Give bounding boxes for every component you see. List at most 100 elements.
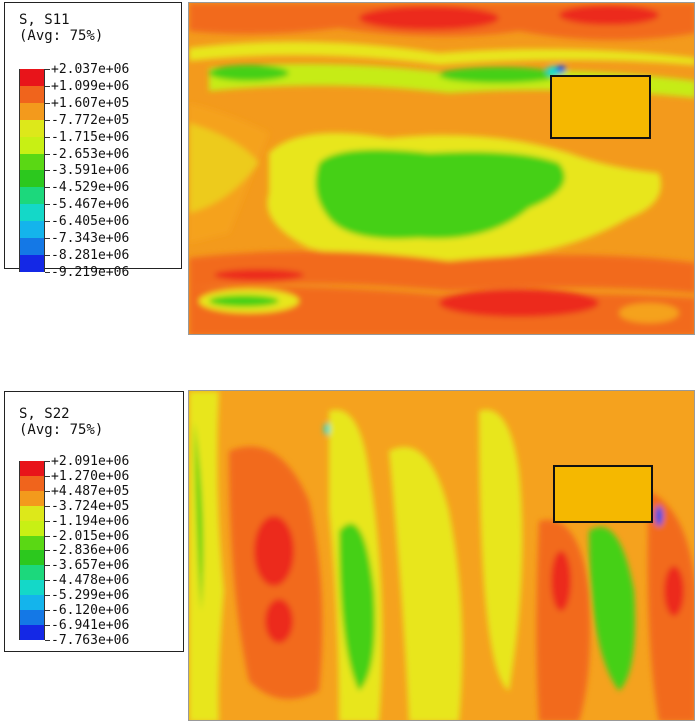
legend-s11: S, S11 (Avg: 75%) +2.037e+06 +1.099e+06 +1… xyxy=(4,2,182,279)
s11-bottom-orange xyxy=(619,303,679,323)
legend-swatch xyxy=(19,595,45,611)
legend-tick xyxy=(45,221,50,223)
legend-swatch xyxy=(19,69,45,86)
s22-left-green xyxy=(194,421,203,611)
legend-label: +4.487e+05 xyxy=(51,483,130,499)
contour-s11-svg xyxy=(189,3,694,334)
legend-tick xyxy=(45,85,50,87)
s11-blue-spot xyxy=(556,65,566,73)
legend-tick xyxy=(45,136,50,138)
legend-tick xyxy=(45,238,50,239)
legend-swatch xyxy=(19,254,45,272)
legend-swatch xyxy=(19,221,45,239)
legend-title-s22: S, S22 xyxy=(19,406,70,422)
s11-upper-green-2 xyxy=(439,67,559,83)
legend-label: -9.219e+06 xyxy=(51,264,130,280)
s22-left-red xyxy=(254,516,294,586)
legend-label: -1.194e+06 xyxy=(51,513,130,529)
legend-swatch xyxy=(19,475,45,491)
s11-left-yellow xyxy=(189,123,259,213)
s22-cyan-spot xyxy=(324,423,330,435)
hole-s11 xyxy=(550,75,651,139)
legend-swatch xyxy=(19,505,45,521)
legend-tick xyxy=(45,69,50,70)
hole-s22 xyxy=(553,465,653,523)
legend-label: +1.099e+06 xyxy=(51,78,130,94)
legend-tick xyxy=(45,461,50,462)
s22-center-yellow-3 xyxy=(479,409,523,691)
legend-tick xyxy=(45,639,50,641)
legend-swatch xyxy=(19,550,45,566)
legend-tick xyxy=(45,535,50,537)
legend-label: -3.591e+06 xyxy=(51,163,130,179)
s11-upper-yellow xyxy=(189,41,694,65)
legend-label: -3.724e+05 xyxy=(51,498,130,514)
legend-tick xyxy=(45,187,50,189)
legend-label: -2.836e+06 xyxy=(51,543,130,559)
legend-swatch xyxy=(19,580,45,596)
legend-label: -5.299e+06 xyxy=(51,588,130,604)
legend-title-s11: S, S11 xyxy=(19,12,70,28)
legend-tick xyxy=(45,170,50,172)
legend-label: -4.478e+06 xyxy=(51,573,130,589)
s22-left-red-2 xyxy=(265,599,293,643)
s22-right-green xyxy=(589,527,635,691)
contour-plot-s11 xyxy=(188,2,695,335)
legend-swatch xyxy=(19,490,45,506)
s22-center-green xyxy=(339,523,375,691)
legend-label: +2.037e+06 xyxy=(51,62,130,77)
legend-subtitle-s11: (Avg: 75%) xyxy=(19,28,104,44)
legend-label: -1.715e+06 xyxy=(51,129,130,145)
legend-label: -5.467e+06 xyxy=(51,197,130,213)
legend-swatch xyxy=(19,102,45,120)
legend-tick xyxy=(45,580,50,582)
legend-tick xyxy=(45,271,50,273)
legend-tick xyxy=(45,624,50,626)
s11-lower-red xyxy=(214,269,304,281)
legend-subtitle-s22: (Avg: 75%) xyxy=(19,422,104,438)
legend-label: -6.941e+06 xyxy=(51,617,130,633)
legend-swatch xyxy=(19,85,45,103)
legend-swatch xyxy=(19,238,45,255)
legend-swatch xyxy=(19,136,45,154)
legend-s22: S, S22 (Avg: 75%) +2.091e+06 +1.270e+06 +4… xyxy=(4,391,184,652)
contour-s22-svg xyxy=(189,391,694,720)
legend-tick xyxy=(45,520,50,522)
legend-label: -7.343e+06 xyxy=(51,231,130,246)
legend-swatch xyxy=(19,170,45,188)
legend-label: -2.015e+06 xyxy=(51,528,130,544)
legend-tick xyxy=(45,490,50,492)
legend-tick xyxy=(45,505,50,507)
legend-tick xyxy=(45,102,50,104)
legend-swatch xyxy=(19,535,45,551)
legend-label: -7.763e+06 xyxy=(51,632,130,648)
legend-label: -3.657e+06 xyxy=(51,558,130,574)
legend-tick xyxy=(45,595,50,597)
s22-right-lobe xyxy=(536,519,591,720)
legend-swatch xyxy=(19,204,45,222)
legend-tick xyxy=(45,119,50,121)
s11-lower-band xyxy=(189,251,694,293)
legend-label: +1.270e+06 xyxy=(51,468,130,484)
legend-label: +2.091e+06 xyxy=(51,454,130,469)
legend-tick xyxy=(45,550,50,552)
s11-upper-green-1 xyxy=(209,65,289,81)
legend-swatch xyxy=(19,119,45,137)
legend-label: -2.653e+06 xyxy=(51,146,130,162)
legend-label: -4.529e+06 xyxy=(51,180,130,196)
s11-middle-green xyxy=(315,149,565,239)
legend-label: -8.281e+06 xyxy=(51,247,130,263)
legend-tick xyxy=(45,153,50,155)
s11-bottom-red xyxy=(439,289,599,317)
legend-label: -6.405e+06 xyxy=(51,214,130,230)
s11-top-red xyxy=(359,6,499,30)
s22-far-right-red xyxy=(664,566,684,616)
legend-tick xyxy=(45,610,50,611)
legend-swatch xyxy=(19,187,45,205)
legend-swatch xyxy=(19,153,45,171)
legend-tick xyxy=(45,565,50,567)
legend-tick xyxy=(45,475,50,477)
legend-tick xyxy=(45,254,50,256)
legend-swatch xyxy=(19,565,45,581)
s22-blue-spot xyxy=(655,506,663,526)
